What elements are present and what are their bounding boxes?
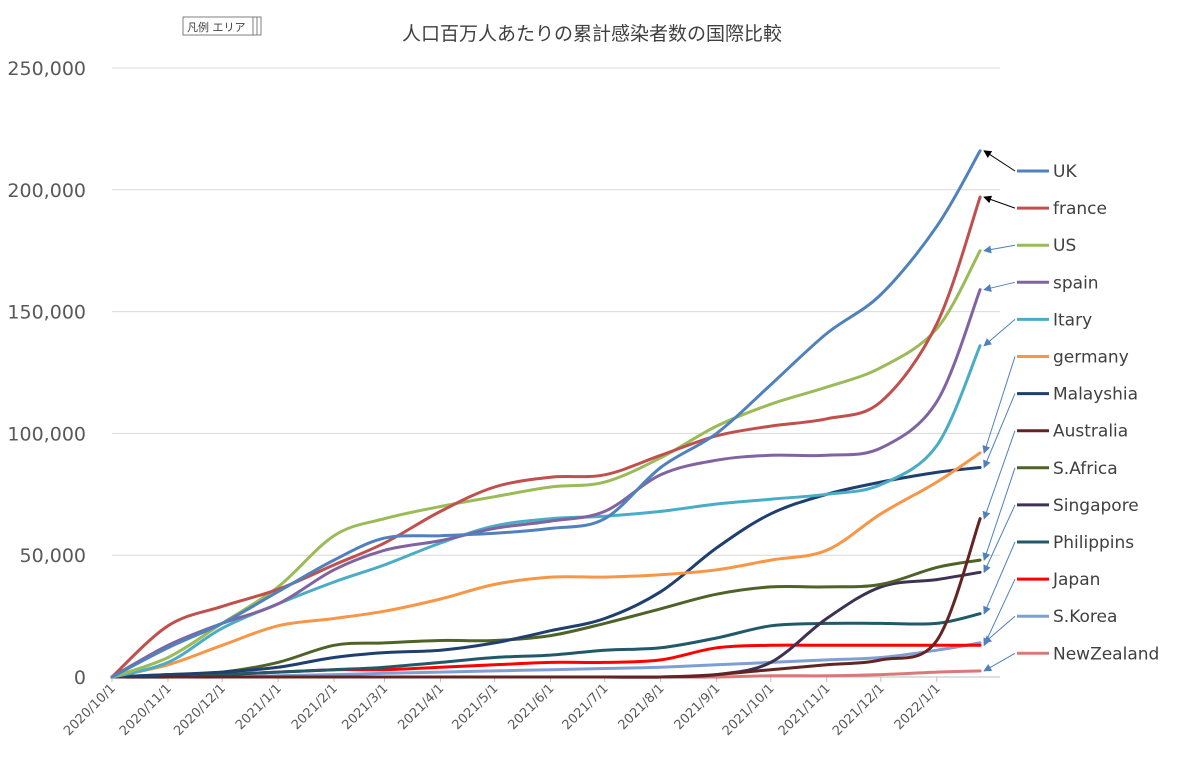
x-tick-label: 2021/10/1: [720, 681, 778, 739]
legend-label-s-korea: S.Korea: [1053, 607, 1117, 627]
legend-arrow-australia: [982, 430, 1016, 520]
series-line-australia: [110, 517, 982, 679]
y-tick-label: 50,000: [20, 545, 86, 567]
legend-label-uk: UK: [1053, 162, 1077, 182]
legend-area-tag: 凡例 エリア: [182, 16, 262, 36]
legend-label-germany: germany: [1053, 348, 1129, 368]
y-tick-label: 0: [74, 667, 86, 689]
series-line-france: [110, 195, 982, 679]
legend-arrow-singapore: [983, 504, 1016, 574]
y-tick-label: 250,000: [7, 58, 86, 80]
legend-arrow-us: [983, 244, 1016, 254]
series-line-malayshia: [110, 466, 982, 679]
y-tick-label: 100,000: [7, 423, 86, 445]
legend-arrow-itary: [983, 319, 1016, 347]
x-tick-label: 2022/1/1: [892, 681, 944, 733]
x-tick-label: 2020/12/1: [171, 681, 229, 739]
series-line-us: [110, 249, 982, 679]
x-tick-label: 2021/3/1: [339, 681, 391, 733]
x-tick-label: 2021/2/1: [289, 681, 341, 733]
series-layer: [110, 149, 982, 679]
legend-arrow-france: [983, 195, 1016, 209]
legend-arrow-malayshia: [983, 393, 1016, 469]
series-line-s-africa: [110, 558, 982, 679]
x-tick-label: 2021/7/1: [560, 681, 612, 733]
legend-label-malayshia: Malayshia: [1053, 385, 1138, 405]
y-tick-label: 150,000: [7, 302, 86, 324]
series-line-philippins: [110, 612, 982, 679]
legend-arrow-s-korea: [983, 615, 1016, 644]
series-line-germany: [110, 451, 982, 679]
x-tick-label: 2020/10/1: [61, 681, 119, 739]
legend-arrow-uk: [983, 150, 1016, 172]
legend-arrow-japan: [983, 578, 1016, 647]
series-line-uk: [110, 149, 982, 679]
legend-arrow-spain: [983, 281, 1016, 292]
x-tick-label: 2021/12/1: [830, 681, 888, 739]
legend-label-s-africa: S.Africa: [1053, 459, 1118, 479]
x-tick-label: 2021/8/1: [616, 681, 668, 733]
chart-title: 人口百万人あたりの累計感染者数の国際比較: [402, 23, 782, 45]
legend-label-australia: Australia: [1053, 422, 1128, 442]
legend-label-us: US: [1053, 236, 1076, 256]
legend-arrow-s-africa: [982, 467, 1016, 562]
x-tick-label: 2021/6/1: [506, 681, 558, 733]
x-tick-label: 2021/5/1: [450, 681, 502, 733]
legend-arrow-newzealand: [983, 652, 1016, 672]
legend-arrow-philippins: [983, 541, 1016, 615]
y-tick-label: 200,000: [7, 180, 86, 202]
legend-arrow-germany: [982, 356, 1016, 454]
x-tick-label: 2021/4/1: [395, 681, 447, 733]
legend-label-itary: Itary: [1053, 310, 1092, 330]
x-tick-label: 2020/11/1: [117, 681, 175, 739]
legend-label-singapore: Singapore: [1053, 496, 1139, 516]
x-tick-label: 2021/1/1: [233, 681, 285, 733]
x-tick-label: 2021/9/1: [672, 681, 724, 733]
axis-layer: 0 50,000 100,000 150,000 200,000 250,000 2020/…: [7, 58, 1000, 739]
legend-label-spain: spain: [1053, 273, 1099, 293]
legend-label-newzealand: NewZealand: [1053, 644, 1159, 664]
legend-label-france: france: [1053, 199, 1107, 219]
series-line-itary: [110, 344, 982, 679]
legend-layer: UK france US spain Itary germany Malayshia Aust…: [982, 150, 1159, 672]
series-line-spain: [110, 288, 982, 679]
legend-label-japan: Japan: [1052, 570, 1100, 590]
x-tick-label: 2021/11/1: [776, 681, 834, 739]
legend-label-philippins: Philippins: [1053, 533, 1134, 553]
grid-layer: [112, 67, 1000, 556]
legend-area-tag-label: 凡例 エリア: [187, 20, 246, 34]
